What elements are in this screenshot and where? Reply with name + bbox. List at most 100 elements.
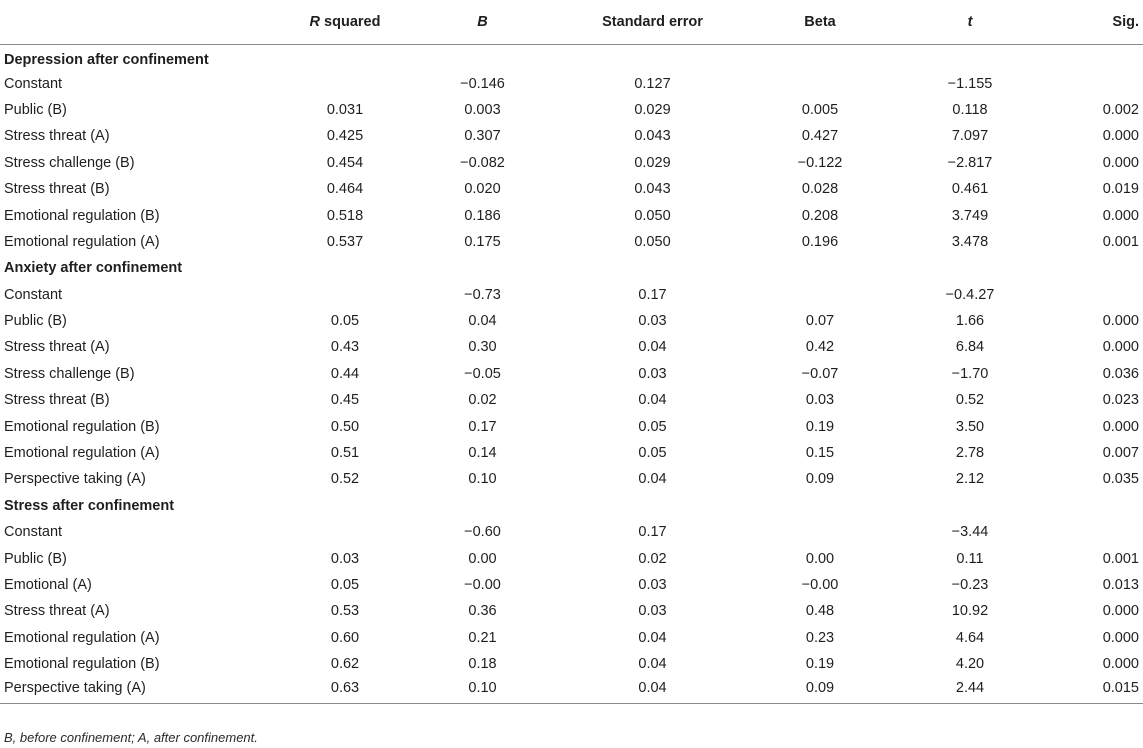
cell-r-squared <box>255 282 405 308</box>
table-row: Stress threat (A) 0.43 0.30 0.04 0.42 6.84 0.0… <box>0 334 1143 360</box>
cell-sig: 0.023 <box>1102 392 1139 409</box>
cell-t: 2.44 <box>895 677 1045 705</box>
header-sig: Sig. <box>1045 0 1143 45</box>
cell-r-squared: 0.425 <box>326 128 364 145</box>
cell-r-squared: 0.60 <box>330 629 360 646</box>
cell-beta: −0.122 <box>797 154 843 171</box>
cell-standard-error: 0.029 <box>634 154 671 171</box>
regression-table: R squared B Standard error Beta t Sig. D… <box>0 0 1143 705</box>
cell-label: Emotional regulation (B) <box>4 207 160 224</box>
cell-b: −0.00 <box>464 577 501 593</box>
cell-standard-error: 0.043 <box>634 128 671 145</box>
cell-beta: −0.00 <box>801 577 839 593</box>
cell-sig: 0.000 <box>1102 313 1139 330</box>
header-t: t <box>895 0 1045 45</box>
section-title: Stress after confinement <box>4 497 175 514</box>
cell-b: −0.73 <box>464 286 501 303</box>
section-heading-row: Stress after confinement <box>0 493 1143 519</box>
table-row: Public (B) 0.05 0.04 0.03 0.07 1.66 0.000 <box>0 308 1143 334</box>
cell-label: Stress challenge (B) <box>4 365 135 382</box>
cell-beta: 0.028 <box>801 181 839 198</box>
table-header: R squared B Standard error Beta t Sig. <box>0 0 1143 45</box>
cell-standard-error: 0.04 <box>638 471 667 488</box>
cell-b: −0.082 <box>460 154 505 171</box>
section-title: Anxiety after confinement <box>4 260 183 277</box>
cell-sig: 0.036 <box>1102 365 1139 382</box>
cell-standard-error: 0.029 <box>634 101 671 118</box>
cell-r-squared: 0.464 <box>326 181 364 198</box>
cell-label: Emotional regulation (A) <box>4 233 160 250</box>
cell-r-squared: 0.031 <box>326 101 364 118</box>
cell-sig: 0.007 <box>1102 445 1139 462</box>
section-title: Depression after confinement <box>4 52 209 69</box>
cell-standard-error: 0.04 <box>638 629 667 646</box>
cell-sig: 0.000 <box>1102 339 1139 356</box>
cell-b: 0.186 <box>464 207 501 224</box>
table-row: Emotional regulation (A) 0.537 0.175 0.050 0… <box>0 229 1143 255</box>
table-row: Stress challenge (B) 0.44 −0.05 0.03 −0.07 −1… <box>0 361 1143 387</box>
cell-b: 0.30 <box>468 339 497 356</box>
cell-beta: 0.03 <box>805 392 835 409</box>
cell-b: 0.18 <box>468 656 497 673</box>
cell-sig: 0.019 <box>1102 181 1139 198</box>
cell-r-squared: 0.51 <box>330 445 360 462</box>
cell-standard-error: 0.05 <box>638 445 667 462</box>
table-footnote: B, before confinement; A, after confinem… <box>4 730 258 745</box>
table-row: Stress threat (B) 0.45 0.02 0.04 0.03 0.52 0.0… <box>0 387 1143 413</box>
cell-t: 4.64 <box>955 629 985 646</box>
cell-standard-error: 0.17 <box>638 286 667 303</box>
cell-standard-error: 0.03 <box>638 365 667 382</box>
cell-r-squared: 0.03 <box>330 550 360 567</box>
cell-beta: 0.005 <box>801 101 839 118</box>
cell-t: −2.817 <box>947 154 993 171</box>
cell-t: 3.478 <box>951 233 989 250</box>
header-r-symbol: R <box>309 13 321 30</box>
cell-beta: 0.427 <box>801 128 839 145</box>
table-row: Emotional regulation (B) 0.62 0.18 0.04 0.19… <box>0 651 1143 677</box>
cell-beta <box>745 70 895 96</box>
cell-b: 0.02 <box>468 392 497 409</box>
cell-sig: 0.035 <box>1102 471 1139 488</box>
cell-beta <box>745 519 895 545</box>
cell-beta: 0.19 <box>805 418 835 435</box>
cell-r-squared: 0.63 <box>255 677 405 705</box>
cell-t: 10.92 <box>951 603 989 620</box>
cell-beta: 0.196 <box>801 233 839 250</box>
table-row: Stress challenge (B) 0.454 −0.082 0.029 −0.1… <box>0 150 1143 176</box>
cell-label: Constant <box>4 524 63 541</box>
cell-label: Stress threat (A) <box>4 128 110 145</box>
table-row: Emotional (A) 0.05 −0.00 0.03 −0.00 −0.23 0.01… <box>0 572 1143 598</box>
cell-r-squared: 0.05 <box>330 577 360 593</box>
table-row: Emotional regulation (B) 0.50 0.17 0.05 0.19… <box>0 413 1143 439</box>
table-row: Public (B) 0.031 0.003 0.029 0.005 0.118 0.002 <box>0 97 1143 123</box>
cell-label: Emotional regulation (A) <box>4 629 160 646</box>
cell-r-squared: 0.44 <box>330 365 360 382</box>
cell-label: Public (B) <box>4 550 67 567</box>
table-row: Constant −0.146 0.127 −1.155 <box>0 70 1143 96</box>
cell-r-squared: 0.52 <box>330 471 360 488</box>
cell-r-squared: 0.45 <box>330 392 360 409</box>
cell-standard-error: 0.04 <box>638 656 667 673</box>
cell-b: 0.00 <box>468 550 497 567</box>
table-row: Stress threat (A) 0.53 0.36 0.03 0.48 10.92 0.… <box>0 598 1143 624</box>
cell-label: Emotional (A) <box>4 577 92 593</box>
cell-label: Public (B) <box>4 101 67 118</box>
cell-t: −0.23 <box>951 577 989 593</box>
section-heading-row: Anxiety after confinement <box>0 255 1143 281</box>
table-row: Emotional regulation (A) 0.60 0.21 0.04 0.23… <box>0 625 1143 651</box>
header-row: R squared B Standard error Beta t Sig. <box>0 0 1143 45</box>
cell-r-squared <box>255 70 405 96</box>
cell-b: 0.14 <box>468 445 497 462</box>
cell-standard-error: 0.04 <box>560 677 745 705</box>
header-b: B <box>405 0 560 45</box>
cell-standard-error: 0.04 <box>638 339 667 356</box>
table-row: Perspective taking (A) 0.52 0.10 0.04 0.09 2.… <box>0 466 1143 492</box>
header-r-squared-suffix: squared <box>320 13 381 30</box>
cell-t: −1.155 <box>947 75 993 92</box>
cell-r-squared: 0.537 <box>326 233 364 250</box>
cell-b: 0.020 <box>464 181 501 198</box>
cell-t: 7.097 <box>951 128 989 145</box>
cell-sig <box>1045 519 1143 545</box>
cell-t: 2.12 <box>955 471 985 488</box>
